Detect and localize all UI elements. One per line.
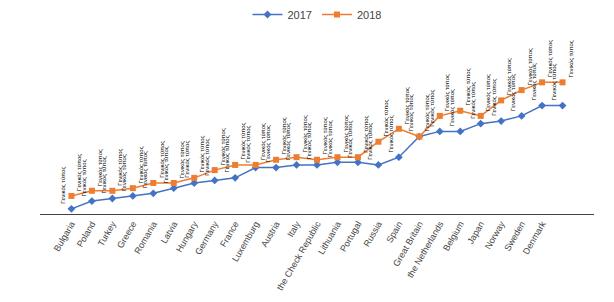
svg-text:Γενικός τύπος: Γενικός τύπος (240, 122, 246, 159)
svg-text:Γενικός τύπος: Γενικός τύπος (444, 74, 450, 111)
svg-text:Germany: Germany (193, 219, 220, 256)
svg-text:Γενικός τύπος: Γενικός τύπος (60, 167, 66, 204)
svg-text:Austria: Austria (259, 220, 282, 249)
svg-text:Greece: Greece (115, 220, 138, 251)
svg-text:Γενικός τύπος: Γενικός τύπος (547, 40, 553, 77)
svg-text:Γενικός τύπος: Γενικός τύπος (81, 159, 87, 196)
svg-text:Latvia: Latvia (159, 220, 180, 246)
svg-text:Γενικός τύπος: Γενικός τύπος (306, 122, 312, 159)
svg-text:Portugal: Portugal (338, 220, 363, 254)
svg-text:Γενικός τύπος: Γενικός τύπος (506, 58, 512, 95)
svg-text:Denmark: Denmark (521, 219, 548, 256)
svg-text:Sweden: Sweden (502, 220, 527, 253)
svg-text:Russia: Russia (362, 220, 384, 249)
svg-text:Γενικός τύπος: Γενικός τύπος (527, 48, 533, 85)
svg-text:Γενικός τύπος: Γενικός τύπος (179, 141, 185, 178)
svg-text:Luxemburg: Luxemburg (230, 220, 261, 264)
svg-text:Italy: Italy (285, 219, 302, 239)
svg-text:Romania: Romania (132, 220, 159, 256)
svg-text:Γενικός τύπος: Γενικός τύπος (224, 135, 230, 172)
svg-text:Γενικός τύπος: Γενικός τύπος (470, 82, 476, 119)
svg-text:Γενικός τύπος: Γενικός τύπος (568, 40, 574, 77)
svg-text:Γενικός τύπος: Γενικός τύπος (281, 117, 287, 154)
svg-text:Γενικός τύπος: Γενικός τύπος (97, 149, 103, 186)
svg-text:Γενικός τύπος: Γενικός τύπος (142, 151, 148, 188)
svg-text:Γενικός τύπος: Γενικός τύπος (220, 128, 226, 165)
svg-text:Lithuania: Lithuania (316, 220, 343, 257)
svg-text:Γενικός τύπος: Γενικός τύπος (204, 138, 210, 175)
svg-text:Γενικός τύπος: Γενικός τύπος (510, 74, 516, 111)
svg-text:Γενικός τύπος: Γενικός τύπος (184, 141, 190, 178)
svg-text:Γενικός τύπος: Γενικός τύπος (302, 115, 308, 152)
svg-text:Turkey: Turkey (96, 219, 118, 248)
svg-text:Γενικός τύπος: Γενικός τύπος (491, 79, 497, 116)
svg-text:Γενικός τύπος: Γενικός τύπος (285, 123, 291, 160)
svg-text:Γενικός τύπος: Γενικός τύπος (245, 125, 251, 162)
svg-text:Γενικός τύπος: Γενικός τύπος (424, 94, 430, 131)
svg-text:Γενικός τύπος: Γενικός τύπος (404, 87, 410, 124)
svg-text:Belgium: Belgium (441, 220, 466, 253)
svg-text:Norway: Norway (483, 219, 507, 251)
svg-text:Hungary: Hungary (174, 219, 200, 254)
svg-text:Γενικός τύπος: Γενικός τύπος (117, 148, 123, 185)
svg-text:Γενικός τύπος: Γενικός τύπος (322, 117, 328, 154)
svg-text:2017: 2017 (288, 9, 312, 21)
svg-text:Γενικός τύπος: Γενικός τύπος (429, 89, 435, 126)
svg-text:Γενικός τύπος: Γενικός τύπος (347, 121, 353, 158)
svg-text:Spain: Spain (384, 220, 404, 245)
svg-text:Γενικός τύπος: Γενικός τύπος (408, 94, 414, 131)
svg-text:the Check Republic: the Check Republic (275, 219, 323, 292)
svg-text:Γενικός τύπος: Γενικός τύπος (388, 115, 394, 152)
svg-text:Γενικός τύπος: Γενικός τύπος (531, 63, 537, 100)
svg-text:Γενικός τύπος: Γενικός τύπος (465, 68, 471, 105)
svg-text:the Netherlands: the Netherlands (405, 219, 446, 279)
svg-text:Japan: Japan (465, 220, 486, 246)
svg-text:Γενικός τύπος: Γενικός τύπος (363, 115, 369, 152)
svg-text:Great Britain: Great Britain (391, 220, 425, 269)
svg-text:Γενικός τύπος: Γενικός τύπος (138, 146, 144, 183)
svg-text:Γενικός τύπος: Γενικός τύπος (367, 123, 373, 160)
svg-text:France: France (218, 220, 241, 249)
svg-text:Γενικός τύπος: Γενικός τύπος (260, 123, 266, 160)
svg-text:Γενικός τύπος: Γενικός τύπος (551, 63, 557, 100)
svg-text:Bulgaria: Bulgaria (52, 220, 77, 254)
svg-text:Γενικός τύπος: Γενικός τύπος (383, 99, 389, 136)
svg-text:Γενικός τύπος: Γενικός τύπος (485, 74, 491, 111)
svg-text:Γενικός τύπος: Γενικός τύπος (101, 156, 107, 193)
svg-text:2018: 2018 (357, 9, 381, 21)
svg-text:Γενικός τύπος: Γενικός τύπος (265, 125, 271, 162)
svg-text:Γενικός τύπος: Γενικός τύπος (199, 135, 205, 172)
svg-text:Γενικός τύπος: Γενικός τύπος (327, 120, 333, 157)
svg-text:Γενικός τύπος: Γενικός τύπος (449, 89, 455, 126)
svg-text:Poland: Poland (75, 220, 98, 249)
svg-text:Γενικός τύπος: Γενικός τύπος (343, 115, 349, 152)
svg-text:Γενικός τύπος: Γενικός τύπος (121, 154, 127, 191)
svg-text:Γενικός τύπος: Γενικός τύπος (76, 154, 82, 191)
svg-text:Γενικός τύπος: Γενικός τύπος (163, 146, 169, 183)
svg-text:Γενικός τύπος: Γενικός τύπος (159, 141, 165, 178)
